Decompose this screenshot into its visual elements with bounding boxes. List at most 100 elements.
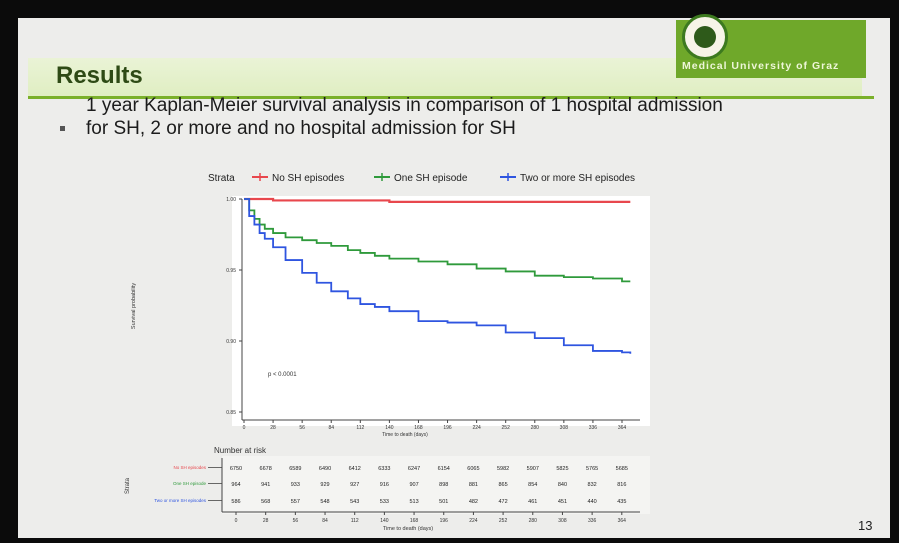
risk-cell: 451 bbox=[558, 499, 567, 505]
bullet-line-1: 1 year Kaplan-Meier survival analysis in… bbox=[86, 95, 723, 116]
x-tick-label: 84 bbox=[328, 425, 334, 431]
plot-panel bbox=[232, 196, 650, 426]
risk-cell: 816 bbox=[617, 482, 626, 488]
x-tick-label: 280 bbox=[531, 425, 540, 431]
y-tick-label: 0.90 bbox=[226, 339, 236, 345]
risk-x-tick-label: 252 bbox=[499, 518, 508, 524]
risk-x-tick-label: 336 bbox=[588, 518, 597, 524]
risk-cell: 543 bbox=[350, 499, 359, 505]
x-tick-label: 56 bbox=[299, 425, 305, 431]
risk-cell: 6678 bbox=[260, 466, 272, 472]
risk-cell: 916 bbox=[380, 482, 389, 488]
risk-table-title: Number at risk bbox=[214, 446, 267, 455]
risk-row-label: One SH episode bbox=[173, 481, 207, 486]
risk-cell: 964 bbox=[231, 482, 240, 488]
bullet-icon bbox=[60, 126, 65, 131]
risk-x-tick-label: 280 bbox=[529, 518, 538, 524]
risk-cell: 6154 bbox=[438, 466, 450, 472]
risk-cell: 6589 bbox=[289, 466, 301, 472]
risk-cell: 557 bbox=[291, 499, 300, 505]
legend-entry: Two or more SH episodes bbox=[520, 173, 635, 184]
risk-cell: 6750 bbox=[230, 466, 242, 472]
bullet-line-2: for SH, 2 or more and no hospital admiss… bbox=[86, 118, 516, 139]
risk-x-tick-label: 364 bbox=[618, 518, 627, 524]
risk-panel bbox=[222, 456, 650, 514]
x-tick-label: 28 bbox=[270, 425, 276, 431]
risk-cell: 854 bbox=[528, 482, 537, 488]
risk-cell: 586 bbox=[231, 499, 240, 505]
risk-x-tick-label: 56 bbox=[293, 518, 299, 524]
legend-entry: One SH episode bbox=[394, 173, 468, 184]
risk-cell: 435 bbox=[617, 499, 626, 505]
risk-cell: 832 bbox=[588, 482, 597, 488]
y-tick-label: 0.85 bbox=[226, 410, 236, 416]
risk-cell: 881 bbox=[469, 482, 478, 488]
x-tick-label: 168 bbox=[414, 425, 423, 431]
legend-entry: No SH episodes bbox=[272, 173, 344, 184]
risk-cell: 568 bbox=[261, 499, 270, 505]
risk-cell: 6412 bbox=[349, 466, 361, 472]
page-number: 13 bbox=[858, 518, 873, 533]
y-axis-label: Survival probability bbox=[131, 283, 137, 329]
risk-x-tick-label: 168 bbox=[410, 518, 419, 524]
risk-x-tick-label: 140 bbox=[380, 518, 389, 524]
risk-cell: 898 bbox=[439, 482, 448, 488]
x-tick-label: 308 bbox=[560, 425, 569, 431]
x-tick-label: 140 bbox=[385, 425, 394, 431]
risk-cell: 5907 bbox=[527, 466, 539, 472]
risk-cell: 927 bbox=[350, 482, 359, 488]
risk-cell: 501 bbox=[439, 499, 448, 505]
two-sh-series-line bbox=[244, 198, 632, 354]
risk-x-tick-label: 0 bbox=[235, 518, 238, 524]
risk-row-label: No SH episodes bbox=[173, 465, 206, 470]
x-tick-label: 252 bbox=[502, 425, 511, 431]
x-tick-label: 0 bbox=[243, 425, 246, 431]
risk-cell: 865 bbox=[498, 482, 507, 488]
y-tick-label: 0.95 bbox=[226, 268, 236, 274]
risk-cell: 472 bbox=[498, 499, 507, 505]
legend-title: Strata bbox=[208, 173, 235, 184]
university-seal-icon bbox=[682, 14, 728, 60]
x-tick-label: 196 bbox=[443, 425, 452, 431]
risk-x-tick-label: 84 bbox=[322, 518, 328, 524]
risk-cell: 482 bbox=[469, 499, 478, 505]
risk-cell: 513 bbox=[409, 499, 418, 505]
header-divider bbox=[28, 96, 874, 99]
x-tick-label: 364 bbox=[618, 425, 627, 431]
risk-cell: 5765 bbox=[586, 466, 598, 472]
risk-cell: 929 bbox=[320, 482, 329, 488]
x-tick-label: 112 bbox=[356, 425, 364, 431]
university-name: Medical University of Graz bbox=[682, 60, 840, 72]
risk-x-tick-label: 224 bbox=[469, 518, 478, 524]
x-tick-label: 336 bbox=[589, 425, 598, 431]
p-value-label: p < 0.0001 bbox=[268, 372, 297, 378]
risk-cell: 933 bbox=[291, 482, 300, 488]
risk-cell: 548 bbox=[320, 499, 329, 505]
risk-x-tick-label: 28 bbox=[263, 518, 269, 524]
risk-cell: 840 bbox=[558, 482, 567, 488]
y-tick-label: 1.00 bbox=[226, 197, 236, 203]
slide-title: Results bbox=[56, 62, 143, 89]
risk-cell: 461 bbox=[528, 499, 537, 505]
risk-cell: 6247 bbox=[408, 466, 420, 472]
risk-x-tick-label: 112 bbox=[351, 518, 359, 524]
risk-x-tick-label: 196 bbox=[440, 518, 449, 524]
risk-axis-label: Strata bbox=[125, 477, 131, 494]
no-sh-series-line bbox=[244, 197, 631, 203]
one-sh-series-line bbox=[244, 198, 631, 283]
risk-x-tick-label: 308 bbox=[558, 518, 567, 524]
risk-cell: 6065 bbox=[467, 466, 479, 472]
risk-cell: 6490 bbox=[319, 466, 331, 472]
risk-cell: 5982 bbox=[497, 466, 509, 472]
x-axis-label: Time to death (days) bbox=[382, 432, 428, 438]
risk-cell: 907 bbox=[409, 482, 418, 488]
risk-cell: 941 bbox=[261, 482, 270, 488]
risk-cell: 533 bbox=[380, 499, 389, 505]
risk-cell: 5685 bbox=[616, 466, 628, 472]
risk-cell: 6333 bbox=[378, 466, 390, 472]
risk-x-axis-label: Time to death (days) bbox=[383, 526, 433, 532]
risk-cell: 5825 bbox=[556, 466, 568, 472]
x-tick-label: 224 bbox=[472, 425, 481, 431]
bullet-text: 1 year Kaplan-Meier survival analysis in… bbox=[86, 94, 846, 140]
